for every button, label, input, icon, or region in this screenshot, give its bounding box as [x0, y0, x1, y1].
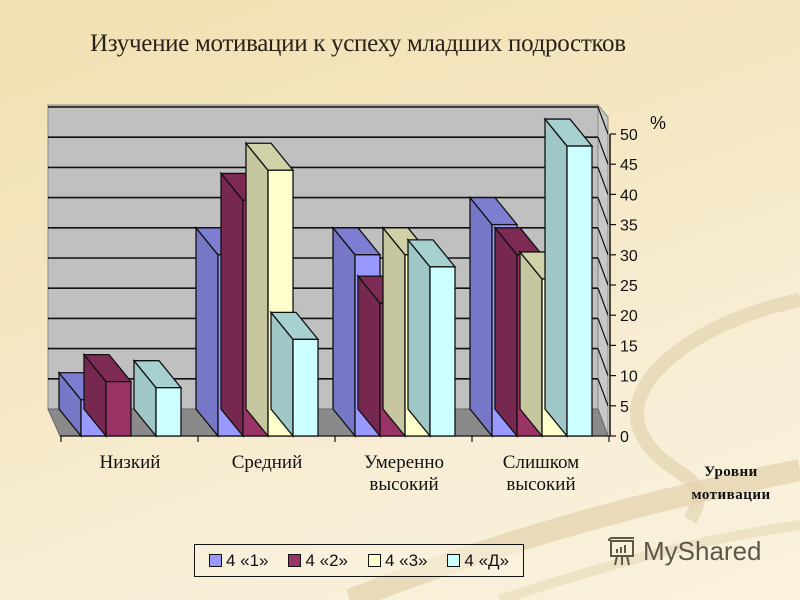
y-tick-label: 35 [620, 218, 638, 235]
category-label: Умеренно высокий [363, 452, 444, 495]
legend-label: 4 «Д» [464, 550, 510, 570]
category-label: Слишком высокий [502, 452, 580, 495]
bar [132, 358, 183, 438]
y-tick-label: 10 [620, 369, 638, 386]
legend-item-4-d: 4 «Д» [447, 551, 509, 571]
legend-item-4-1: 4 «1» [208, 550, 269, 571]
y-tick-label: 0 [620, 429, 629, 446]
y-tick-label: 50 [620, 127, 638, 144]
bar [543, 117, 594, 438]
x-axis-title-line2: мотивации [691, 487, 771, 503]
y-tick-label: 45 [620, 157, 638, 174]
legend-swatch-icon [367, 554, 381, 567]
legend-swatch-icon [288, 554, 302, 567]
legend-swatch-icon [447, 554, 461, 567]
presentation-board-icon [608, 536, 634, 565]
bar [406, 238, 457, 438]
watermark: MyShared [607, 536, 762, 567]
x-axis-title-line1: Уровни [704, 464, 758, 480]
category-label: Низкий [99, 452, 161, 473]
legend-label: 4 «2» [305, 550, 348, 570]
category-label: Средний [231, 452, 303, 473]
legend-label: 4 «3» [384, 550, 428, 570]
y-tick-label: 25 [620, 278, 638, 295]
chart-legend: 4 «1» 4 «2» 4 «3» 4 «Д» [194, 544, 524, 577]
x-axis-title: Уровни мотивации [676, 461, 786, 507]
watermark-text: MyShared [643, 536, 762, 566]
legend-item-4-3: 4 «3» [367, 550, 428, 571]
legend-swatch-icon [208, 554, 222, 567]
y-tick-label: 40 [620, 187, 638, 204]
y-tick-label: 20 [620, 308, 638, 325]
y-tick-label: 15 [620, 338, 638, 355]
y-axis-unit: % [650, 113, 667, 133]
legend-item-4-2: 4 «2» [288, 551, 348, 571]
bar [269, 310, 320, 438]
y-tick-label: 30 [620, 248, 638, 265]
bar [82, 352, 133, 438]
y-tick-label: 5 [620, 399, 629, 416]
bar [244, 141, 295, 438]
chart-title: Изучение мотивации к успеху младших подр… [90, 30, 626, 57]
legend-label: 4 «1» [225, 550, 269, 570]
